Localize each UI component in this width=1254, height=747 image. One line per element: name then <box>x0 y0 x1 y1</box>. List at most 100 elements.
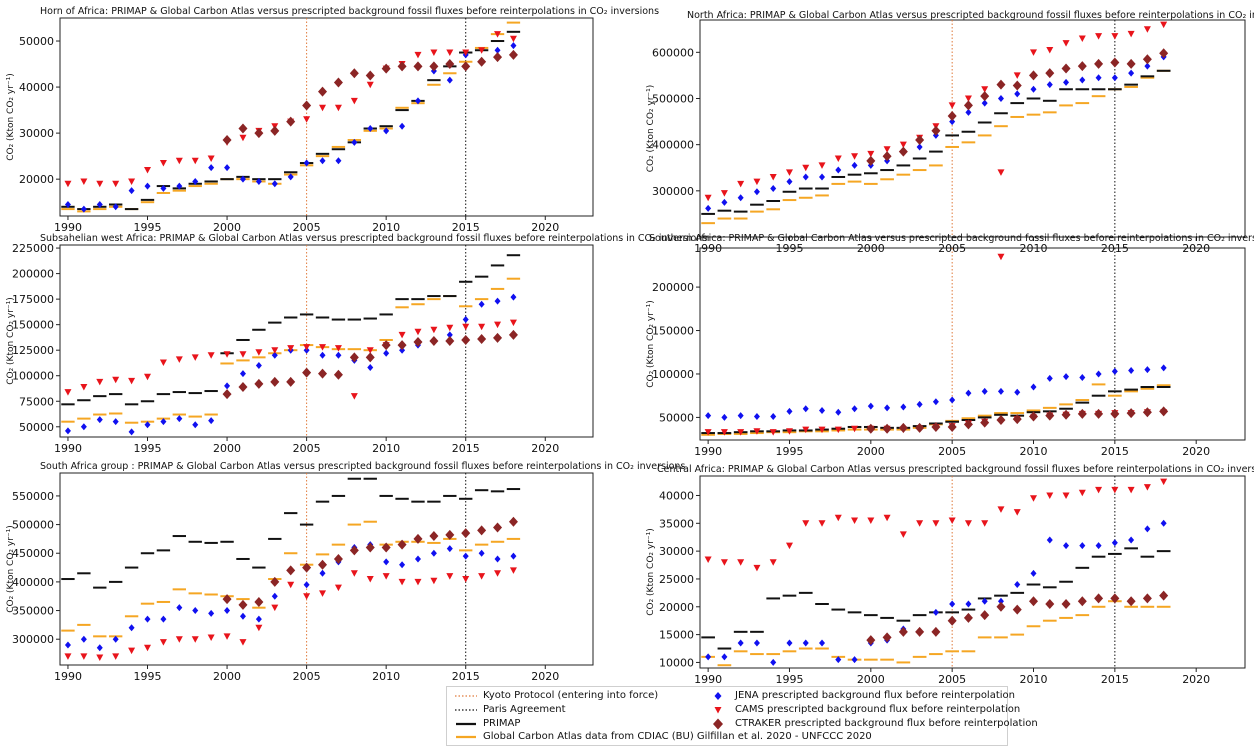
jena-point <box>144 182 151 190</box>
cams-point <box>112 376 120 384</box>
jena-point <box>239 370 246 378</box>
cams-point <box>851 425 859 433</box>
legend-item-paris: Paris Agreement <box>453 703 566 716</box>
cams-point <box>430 577 438 585</box>
cams-point <box>704 194 712 202</box>
cams-point <box>239 134 247 142</box>
jena-point <box>351 138 358 146</box>
ctraker-point <box>222 389 232 400</box>
cams-point <box>509 319 517 327</box>
ctraker-point <box>1029 70 1039 81</box>
y-axis-label: CO₂ (Kton CO₂ yr⁻¹) <box>6 73 16 161</box>
y-tick-label: 300000 <box>12 633 54 646</box>
y-tick-label: 450000 <box>12 547 54 560</box>
cams-point <box>802 426 810 434</box>
ctraker-point <box>882 632 892 643</box>
cams-point <box>509 35 517 43</box>
jena-point <box>510 42 517 50</box>
x-tick-label: 2005 <box>293 442 321 455</box>
ctraker-point <box>1045 68 1055 79</box>
cams-point <box>1095 33 1103 40</box>
jena-point <box>64 200 71 208</box>
ctraker-point <box>349 352 359 363</box>
jena-point <box>737 639 744 647</box>
jena-point <box>721 413 728 421</box>
y-tick-label: 50000 <box>19 421 54 434</box>
cams-point <box>1046 47 1054 54</box>
ctraker-point <box>915 626 925 637</box>
ctraker-point <box>302 100 312 111</box>
cams-point <box>785 428 793 435</box>
cams-point <box>834 426 842 434</box>
cams-point <box>834 514 842 522</box>
ctraker-point <box>302 562 312 573</box>
cams-point <box>1078 489 1086 497</box>
ctraker-point <box>461 334 471 345</box>
cams-point <box>144 644 152 652</box>
jena-point <box>819 639 826 647</box>
y-tick-label: 150000 <box>652 325 694 338</box>
y-tick-label: 20000 <box>19 173 54 186</box>
x-tick-label: 2020 <box>1182 445 1210 458</box>
y-tick-label: 20000 <box>659 601 694 614</box>
cams-point <box>851 153 859 160</box>
ctraker-point <box>349 68 359 79</box>
ctraker-point <box>365 70 375 81</box>
ctraker-point <box>996 79 1006 90</box>
y-tick-label: 100000 <box>652 368 694 381</box>
cams-point <box>96 378 104 386</box>
cams-point <box>303 593 311 600</box>
legend-item-ctraker: CTRAKER prescripted background flux befo… <box>705 717 1038 730</box>
ctraker-point <box>866 635 876 646</box>
jena-point <box>80 423 87 431</box>
ctraker-point <box>318 368 328 379</box>
x-tick-label: 1990 <box>694 445 722 458</box>
jena-point <box>851 161 858 169</box>
jena-point <box>753 639 760 647</box>
x-tick-label: 1990 <box>54 442 82 455</box>
ctraker-point <box>508 49 518 60</box>
ctraker-point <box>1126 596 1136 607</box>
cams-point <box>128 178 136 185</box>
plot-frame <box>59 472 594 666</box>
cams-point <box>239 639 247 646</box>
ctraker-point <box>413 61 423 72</box>
y-tick-label: 225000 <box>12 242 54 255</box>
jena-point <box>1160 364 1167 372</box>
jena-point <box>510 552 517 560</box>
cams-point <box>494 570 502 577</box>
cams-point <box>96 654 104 662</box>
ctraker-point <box>980 91 990 102</box>
cams-point <box>948 517 956 525</box>
jena-point <box>1111 74 1118 82</box>
ctraker-point <box>333 553 343 564</box>
ctraker-point <box>1159 590 1169 601</box>
jena-point <box>176 182 183 190</box>
cams-point <box>720 190 728 197</box>
jena-point <box>414 97 421 105</box>
jena-point <box>144 615 151 623</box>
ctraker-point <box>1077 596 1087 607</box>
y-axis-label: CO₂ (Kton CO₂ yr⁻¹) <box>646 300 656 388</box>
ctraker-point <box>429 336 439 346</box>
cams-point <box>255 624 263 632</box>
jena-point <box>208 609 215 617</box>
jena-point <box>319 569 326 577</box>
x-tick-label: 1995 <box>134 670 162 683</box>
cams-point <box>207 634 215 641</box>
jena-point <box>446 545 453 553</box>
legend-paris-label: Paris Agreement <box>483 704 566 715</box>
cams-point <box>334 584 342 592</box>
x-tick-label: 2015 <box>1101 673 1129 686</box>
ctraker-point <box>477 56 487 67</box>
jena-point <box>1014 388 1021 396</box>
cams-point <box>64 653 72 660</box>
legend-primap-swatch <box>456 722 476 726</box>
jena-point <box>753 413 760 421</box>
jena-point <box>239 612 246 620</box>
y-tick-label: 35000 <box>659 517 694 530</box>
cams-point <box>769 173 777 181</box>
legend-kyoto-label: Kyoto Protocol (entering into force) <box>483 690 659 701</box>
cams-point <box>769 429 777 436</box>
legend-item-cams: CAMS prescripted background flux before … <box>705 703 1020 716</box>
